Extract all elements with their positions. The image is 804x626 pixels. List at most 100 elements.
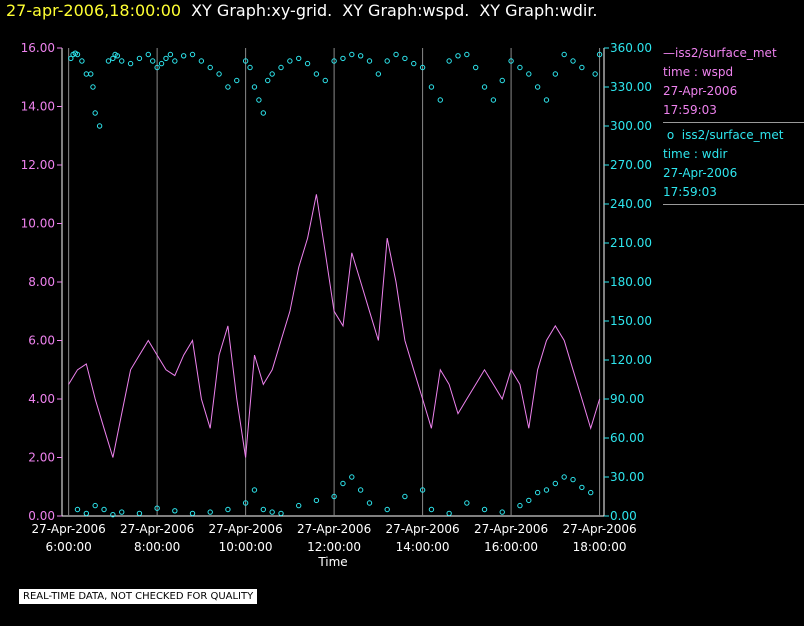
series-wdir-point [322,77,328,84]
series-wdir-point [552,480,559,487]
series-wdir-point [331,493,337,500]
series-wdir-point [101,506,107,513]
series-wdir-point [349,474,355,480]
series-wdir-point [561,474,567,480]
series-wdir-point [119,509,125,515]
title-segment-wspd: XY Graph:wspd. [342,1,470,20]
series-wdir-point [225,84,231,90]
series-wdir-point [357,53,364,59]
series-wdir-point [561,51,567,58]
series-wdir-point [481,84,488,90]
series-wdir-point [446,510,452,517]
legend-wdir-label: o iss2/surface_met [663,128,784,142]
series-wdir-point [543,487,550,493]
series-wdir-point [167,51,174,58]
series-wdir-point [189,51,196,58]
series-wdir-point [234,77,240,84]
series-wdir-point [260,506,267,513]
series-wdir-point [83,71,90,77]
series-wdir-point [251,84,258,90]
x-tick-label-date: 27-Apr-2006 [120,522,194,536]
series-wdir-point [419,64,426,71]
legend-entry-wdir: o iss2/surface_met time : wdir 27-Apr-20… [663,126,804,205]
series-wdir-point [296,502,302,509]
y-right-tick-label: 30.00 [610,470,644,484]
series-wdir-point [596,51,603,58]
series-wdir-point [127,60,134,67]
y-left-tick-label: 12.00 [21,158,55,172]
series-wdir-point [154,64,160,71]
y-right-tick-label: 0.00 [610,509,637,523]
x-tick-label-time: 12:00:00 [307,540,361,554]
series-wdir-point [552,71,559,77]
series-wdir-point [269,509,275,515]
series-wdir-point [247,64,253,71]
series-wdir-point [437,97,443,103]
series-wdir-point [260,110,267,116]
series-wdir-point [508,58,514,64]
series-wdir-point [472,64,479,71]
series-wdir-point [278,64,284,71]
series-wdir-point [357,487,364,493]
series-wdir-point [92,110,98,116]
series-wdir-point [446,58,452,64]
x-tick-label-date: 27-Apr-2006 [209,522,283,536]
title-segment-wdir: XY Graph:wdir. [479,1,598,20]
x-tick-label-date: 27-Apr-2006 [562,522,636,536]
series-wdir-point [216,71,222,77]
series-wdir-point [402,55,408,62]
legend-wdir-date: 27-Apr-2006 [663,166,738,180]
series-wdir-point [269,71,275,77]
y-right-tick-label: 300.00 [610,119,652,133]
series-wdir-point [579,484,585,491]
legend-wspd-field: time : wspd [663,65,734,79]
legend-wdir-time: 17:59:03 [663,185,717,199]
series-wdir-point [198,58,205,64]
series-wdir-point [366,58,373,64]
series-wdir-point [119,58,125,64]
y-right-tick-label: 60.00 [610,431,644,445]
y-left-tick-label: 14.00 [21,100,55,114]
series-wdir-point [74,506,81,513]
series-wdir-point [90,84,96,90]
series-wdir-point [189,510,196,517]
series-wdir-point [114,53,121,59]
series-wdir-point [579,64,585,71]
series-wdir-point [225,506,231,513]
series-wdir-point [375,71,382,77]
series-wdir-point [534,489,541,496]
series-wdir-point [74,51,81,58]
series-wdir-point [517,502,523,509]
y-right-tick-label: 180.00 [610,275,652,289]
series-wdir-point [349,51,355,58]
legend-entry-wspd: —iss2/surface_met time : wspd 27-Apr-200… [663,44,804,123]
series-wdir-point [278,510,284,517]
series-wdir-point [592,71,598,77]
series-wdir-point [464,500,470,506]
y-right-tick-label: 240.00 [610,197,652,211]
legend-wspd-time: 17:59:03 [663,103,717,117]
series-wdir-point [340,480,346,487]
x-tick-label-time: 10:00:00 [219,540,273,554]
legend-wdir-field: time : wdir [663,147,728,161]
series-wdir-point [526,497,532,504]
series-wdir-point [92,502,98,509]
series-wdir-point [110,55,116,62]
series-wdir-point [490,97,497,103]
series-wdir-point [464,51,470,58]
y-left-tick-label: 10.00 [21,217,55,231]
title-timestamp: 27-apr-2006,18:00:00 [6,1,182,20]
series-wdir-point [366,500,373,506]
x-tick-label-time: 8:00:00 [134,540,180,554]
y-left-tick-label: 16.00 [21,41,55,55]
series-wdir-point [242,500,249,506]
series-wdir-point [158,60,165,67]
y-left-tick-label: 4.00 [28,392,55,406]
series-wdir-point [517,64,523,71]
series-wdir-point [287,58,293,64]
series-wdir-point [411,60,417,67]
series-wdir-point [172,508,178,514]
series-wdir-point [588,489,594,496]
series-wdir-point [110,512,116,518]
series-wdir-point [393,51,399,58]
